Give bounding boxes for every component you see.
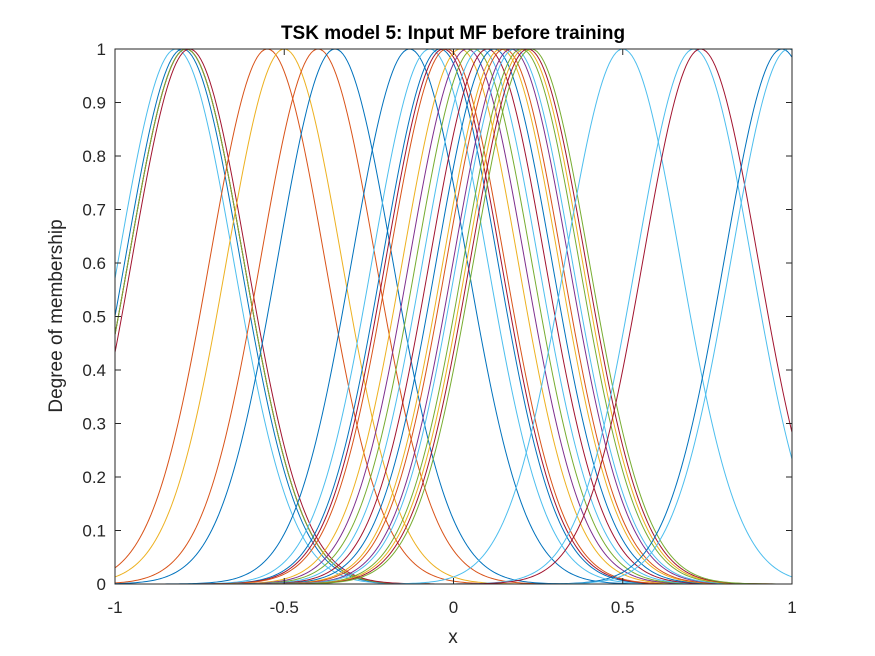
x-tick-label: 0.5	[611, 598, 635, 617]
y-tick-label: 0.9	[82, 94, 106, 113]
chart-title: TSK model 5: Input MF before training	[281, 23, 625, 44]
y-axis-label: Degree of membership	[46, 219, 67, 412]
y-tick-label: 0.2	[82, 468, 106, 487]
y-axis-ticks: 0 0.1 0.2 0.3 0.4 0.5 0.6 0.7 0.8 0.9 1	[82, 40, 792, 594]
x-tick-label: -1	[107, 598, 122, 617]
y-tick-label: 0.4	[82, 361, 106, 380]
x-axis-ticks: -1 -0.5 0 0.5 1	[107, 49, 797, 617]
x-axis-label: x	[448, 627, 458, 648]
y-tick-label: 0.8	[82, 147, 106, 166]
y-tick-label: 0.6	[82, 254, 106, 273]
y-tick-label: 0.7	[82, 201, 106, 220]
y-tick-label: 0	[97, 575, 106, 594]
y-tick-label: 0.3	[82, 415, 106, 434]
x-tick-label: 1	[787, 598, 796, 617]
y-tick-label: 1	[97, 40, 106, 59]
x-tick-label: 0	[449, 598, 458, 617]
y-tick-label: 0.1	[82, 522, 106, 541]
x-tick-label: -0.5	[270, 598, 299, 617]
y-tick-label: 0.5	[82, 308, 106, 327]
